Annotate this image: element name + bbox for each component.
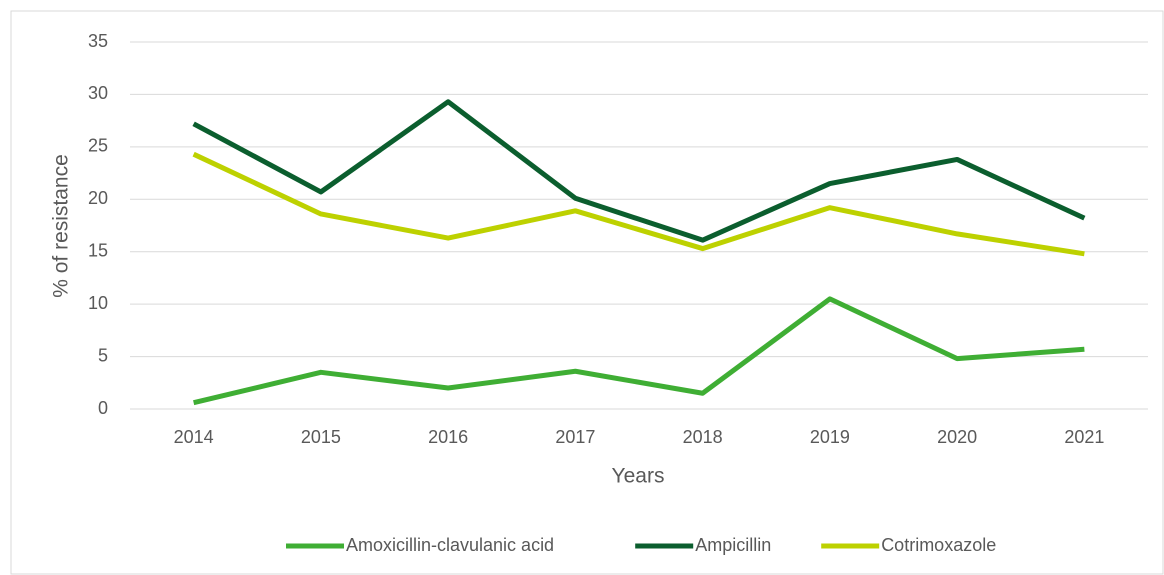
y-tick-label: 25 (88, 136, 108, 156)
legend-label: Amoxicillin-clavulanic acid (346, 535, 554, 555)
x-tick-label: 2015 (301, 427, 341, 447)
y-tick-label: 5 (98, 345, 108, 365)
legend-label: Cotrimoxazole (881, 535, 996, 555)
x-tick-label: 2021 (1064, 427, 1104, 447)
x-tick-label: 2014 (174, 427, 214, 447)
x-tick-label: 2016 (428, 427, 468, 447)
x-axis-title: Years (612, 465, 665, 488)
y-tick-label: 0 (98, 398, 108, 418)
legend-label: Ampicillin (695, 535, 771, 555)
y-tick-label: 15 (88, 240, 108, 260)
series-line (192, 151, 1085, 257)
chart-border (10, 10, 1164, 575)
y-axis-title: % of resistance (50, 154, 73, 298)
x-tick-label: 2018 (683, 427, 723, 447)
x-tick-label: 2020 (937, 427, 977, 447)
x-tick-label: 2019 (810, 427, 850, 447)
series-line (192, 99, 1086, 243)
y-tick-label: 35 (88, 31, 108, 51)
y-tick-label: 20 (88, 188, 108, 208)
y-tick-label: 10 (88, 293, 108, 313)
x-tick-label: 2017 (555, 427, 595, 447)
series-line (193, 296, 1085, 406)
y-tick-label: 30 (88, 83, 108, 103)
